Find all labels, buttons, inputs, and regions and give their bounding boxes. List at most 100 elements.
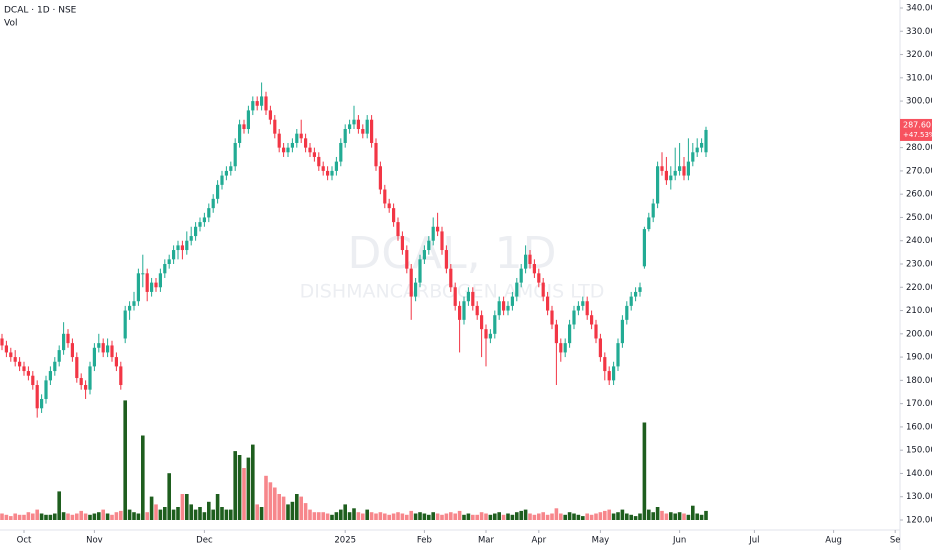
candle-body <box>251 101 255 111</box>
x-tick-label: Nov <box>86 536 103 546</box>
candle-body <box>576 305 580 311</box>
y-tick-label: 230.00 <box>906 260 932 270</box>
volume-bar <box>13 513 17 520</box>
candle-body <box>282 147 286 153</box>
candle-body <box>101 343 105 353</box>
candle-body <box>110 345 114 358</box>
volume-bar <box>48 514 53 520</box>
candle-body <box>532 264 536 274</box>
volume-bar <box>550 513 554 520</box>
candle-body <box>598 338 602 358</box>
candle-body <box>4 345 8 353</box>
volume-bar <box>699 514 704 520</box>
candle-body <box>299 133 303 139</box>
volume-bar <box>431 512 435 520</box>
volume-bar <box>620 509 625 520</box>
candle-body <box>581 301 585 306</box>
candle-body <box>326 170 330 176</box>
volume-bar <box>127 509 132 520</box>
candle-body <box>638 287 642 292</box>
chart-title: DCAL · 1D · NSE <box>4 6 77 16</box>
volume-bar <box>576 514 581 520</box>
volume-bar <box>202 512 207 520</box>
candle-body <box>194 226 198 237</box>
candle-body <box>172 250 176 260</box>
candle-body <box>700 142 704 148</box>
volume-bar <box>233 451 237 520</box>
volume-bar <box>180 494 185 520</box>
volume-bar <box>277 494 281 520</box>
volume-bar <box>471 514 475 520</box>
volume-bar <box>427 514 431 520</box>
candle-body <box>458 305 462 320</box>
volume-bar <box>79 510 83 520</box>
y-tick-label: 260.00 <box>906 190 932 200</box>
candle-body <box>268 110 272 120</box>
candle-body <box>620 319 624 344</box>
candle-body <box>660 166 664 171</box>
x-tick-label: Oct <box>17 536 32 546</box>
volume-bar <box>83 513 88 520</box>
volume-bar <box>391 513 396 520</box>
volume-bar <box>215 494 220 520</box>
candle-body <box>462 301 466 320</box>
volume-bar <box>510 514 515 520</box>
volume-bar <box>88 514 92 520</box>
volume-bar <box>31 513 35 520</box>
candle-body <box>189 236 193 241</box>
volume-bar <box>383 513 387 520</box>
candle-body <box>471 291 475 306</box>
x-tick-label: Apr <box>531 536 546 546</box>
candle-body <box>22 366 26 372</box>
candle-body <box>510 296 514 306</box>
candle-body <box>612 366 616 381</box>
volume-bar <box>61 512 66 520</box>
x-tick-label: Dec <box>196 536 213 546</box>
volume-bar <box>97 512 101 520</box>
candle-body <box>563 343 567 353</box>
volume-bar <box>651 512 655 520</box>
candle-body <box>216 184 220 199</box>
volume-bar <box>339 509 343 520</box>
volume-bar <box>317 512 321 520</box>
volume-bar <box>528 513 532 520</box>
candle-body <box>167 259 171 264</box>
volume-bar <box>198 507 202 520</box>
candle-body <box>123 310 127 339</box>
candle-body <box>106 345 110 353</box>
volume-bar <box>682 513 686 520</box>
candle-body <box>18 361 22 367</box>
y-tick-label: 150.00 <box>906 446 932 456</box>
candle-body <box>176 245 180 251</box>
volume-bar <box>691 505 695 520</box>
candle-body <box>559 343 563 353</box>
candle-body <box>277 133 281 148</box>
candle-body <box>260 96 264 106</box>
volume-bar <box>26 512 31 520</box>
volume-bar <box>405 514 409 520</box>
candle-body <box>392 208 396 223</box>
candle-body <box>97 343 101 348</box>
volume-bar <box>519 510 523 520</box>
candle-body <box>480 315 484 330</box>
candle-body <box>453 287 457 306</box>
volume-bar <box>347 512 352 520</box>
volume-bar <box>554 508 559 520</box>
volume-bar <box>39 513 44 520</box>
candle-body <box>691 152 695 162</box>
volume-bar <box>440 514 444 520</box>
candle-body <box>647 217 651 230</box>
volume-bar <box>409 510 413 520</box>
y-tick-label: 270.00 <box>906 166 932 176</box>
volume-bar <box>53 513 57 520</box>
candle-body <box>422 250 426 260</box>
volume-bar <box>603 510 607 520</box>
candle-body <box>378 166 382 190</box>
candle-body <box>242 124 246 130</box>
volume-bar <box>246 457 251 520</box>
volume-bar <box>673 513 677 520</box>
candle-body <box>686 161 690 176</box>
volume-bar <box>308 509 312 520</box>
volume-bar <box>119 510 123 520</box>
